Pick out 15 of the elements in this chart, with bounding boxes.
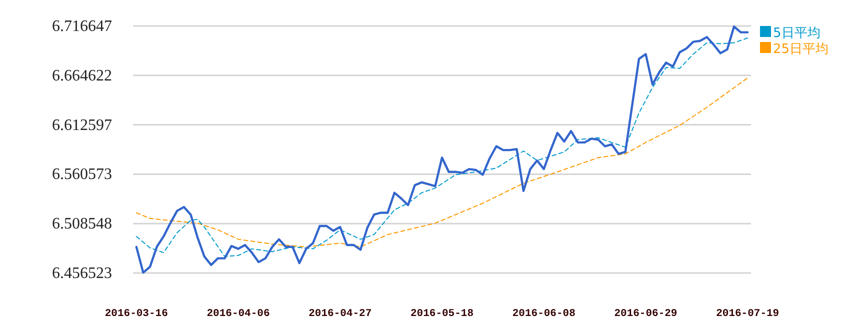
x-tick-label: 2016-04-27 xyxy=(308,308,372,320)
y-tick-label: 6.456523 xyxy=(52,265,112,282)
x-tick-label: 2016-07-19 xyxy=(716,308,780,320)
x-tick-label: 2016-03-16 xyxy=(104,308,168,320)
legend-label: 5日平均 xyxy=(773,26,820,41)
x-tick-label: 2016-06-29 xyxy=(614,308,678,320)
legend-label: 25日平均 xyxy=(773,42,829,57)
y-tick-label: 6.716647 xyxy=(52,18,112,35)
y-tick-label: 6.664622 xyxy=(52,67,112,84)
y-tick-label: 6.508548 xyxy=(52,216,112,233)
y-tick-label: 6.560573 xyxy=(52,166,112,184)
x-tick-label: 2016-04-06 xyxy=(206,308,270,320)
x-tick-label: 2016-06-08 xyxy=(512,308,576,320)
x-tick-label: 2016-05-18 xyxy=(410,308,474,320)
y-tick-label: 6.612597 xyxy=(52,116,112,134)
